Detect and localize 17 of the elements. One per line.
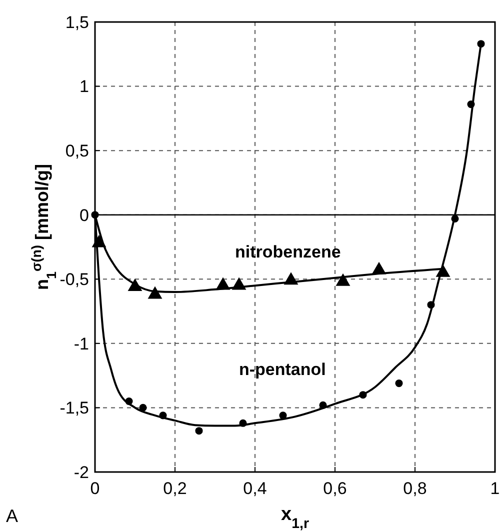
text: A bbox=[6, 506, 18, 526]
x-tick-label: 1 bbox=[490, 479, 500, 498]
series-label: nitrobenzene bbox=[235, 242, 341, 262]
x-tick-label: 0,8 bbox=[403, 479, 427, 498]
x-tick-label: 0,4 bbox=[243, 479, 267, 498]
y-tick-label: -0,5 bbox=[60, 270, 89, 290]
y-tick-label: -1 bbox=[74, 334, 89, 354]
y-tick-label: 0 bbox=[80, 206, 89, 225]
series-label: n-pentanol bbox=[239, 360, 326, 380]
y-tick-label: 1,5 bbox=[65, 12, 89, 32]
y-tick-label: -1,5 bbox=[60, 398, 89, 418]
y-tick-label: 1 bbox=[80, 77, 89, 96]
x-tick-label: 0,6 bbox=[323, 479, 347, 498]
y-tick-label: 0,5 bbox=[65, 142, 89, 161]
x-axis-title: x$_{1,r}$ bbox=[280, 504, 310, 532]
x-tick-label: 0,2 bbox=[163, 479, 187, 498]
y-tick-label: -2 bbox=[74, 462, 89, 482]
